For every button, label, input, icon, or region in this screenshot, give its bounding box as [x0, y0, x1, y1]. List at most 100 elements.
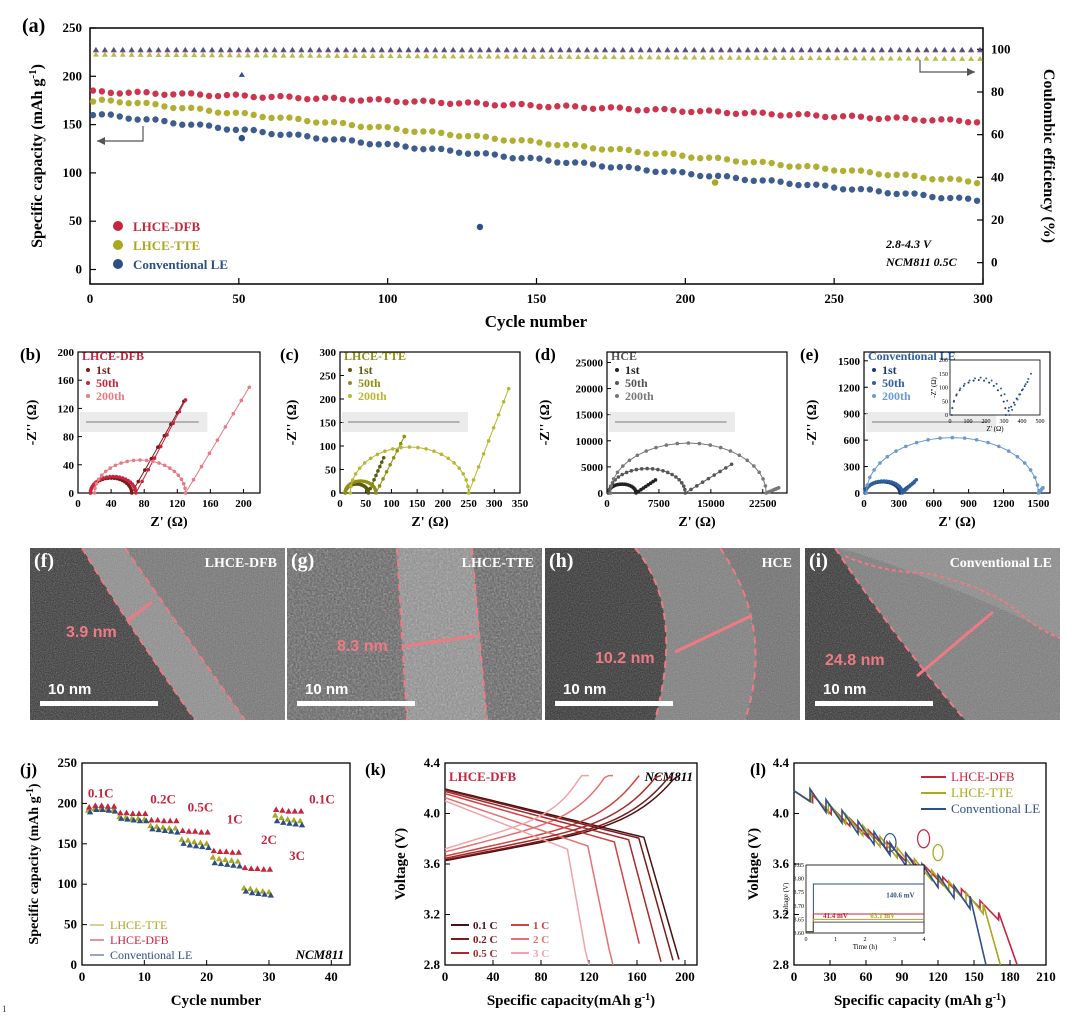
ce-point-2 [298, 46, 305, 52]
ce-point-1 [878, 55, 885, 61]
capacity-point-2 [536, 155, 543, 162]
legend-marker-le [113, 259, 123, 269]
ce-point-1 [968, 55, 975, 61]
nyquist-point-b-1 [146, 467, 151, 472]
ce-point-1 [110, 51, 117, 57]
nyquist-point-b-2 [223, 425, 228, 429]
x-tick-label-e: 600 [926, 498, 943, 510]
scale-bar-f [40, 701, 158, 706]
ce-point-1 [101, 51, 108, 57]
tem-image-g: (g) LHCE-TTE 8.3 nm 10 nm [287, 548, 542, 720]
legend-k-1: 1 C [533, 920, 549, 932]
nyquist-point-c-1 [398, 441, 403, 446]
nyquist-point-e-1 [879, 479, 883, 483]
ce-point-2 [646, 46, 653, 52]
capacity-point-1 [384, 123, 391, 131]
legend-marker-d-1 [615, 381, 619, 385]
y-tick-label-c: 0 [331, 488, 337, 500]
capacity-point-2 [286, 131, 293, 138]
ce-point-1 [289, 52, 296, 58]
rate-point-2 [224, 861, 231, 867]
rate-point-0 [209, 854, 217, 860]
y-tick-label-a: 50 [69, 213, 82, 228]
inset-point-e-1 [1003, 393, 1006, 396]
capacity-point-1 [786, 163, 793, 170]
nyquist-point-b-2 [93, 486, 97, 491]
ce-point-1 [298, 52, 305, 58]
capacity-point-2 [330, 136, 338, 143]
nyquist-point-e-2 [1033, 475, 1037, 480]
nyquist-point-e-1 [914, 477, 919, 482]
capacity-point-0 [875, 115, 883, 123]
y-tick-label-a: 0 [76, 262, 83, 277]
capacity-point-1 [759, 158, 766, 166]
rate-point-2 [211, 859, 218, 866]
nyquist-point-b-1 [152, 456, 157, 460]
legend-marker-c-0 [348, 368, 352, 372]
ce-point-1 [191, 52, 198, 58]
ce-point-1 [914, 55, 921, 61]
nyquist-point-c-2 [390, 447, 395, 451]
rate-point-1 [135, 810, 143, 817]
rate-point-0 [215, 855, 223, 862]
capacity-point-1 [768, 159, 775, 167]
ce-point-2 [878, 46, 885, 52]
capacity-point-2 [607, 164, 615, 171]
capacity-point-1 [313, 119, 320, 126]
ce-point-2 [860, 46, 867, 52]
capacity-point-1 [554, 141, 561, 149]
ce-point-1 [146, 51, 153, 57]
charge-curve-3 [444, 774, 613, 853]
capacity-point-2 [402, 143, 409, 150]
inset-point-e-1 [1024, 383, 1027, 386]
capacity-point-2 [545, 157, 552, 164]
capacity-point-2 [509, 154, 516, 162]
capacity-point-2 [830, 184, 838, 191]
x-tick-label-a: 300 [973, 291, 993, 306]
ce-point-1 [217, 52, 224, 58]
nyquist-point-d-2 [697, 441, 702, 446]
nyquist-point-b-2 [151, 459, 155, 464]
rate-point-2 [167, 828, 175, 834]
ce-point-2 [307, 46, 314, 52]
ce-point-2 [771, 46, 778, 52]
ce-point-1 [664, 54, 671, 60]
inset-point-e-1 [1013, 403, 1016, 406]
capacity-point-2 [634, 165, 641, 172]
capacity-point-1 [598, 146, 606, 153]
capacity-point-2 [563, 159, 570, 167]
rate-point-2 [180, 840, 187, 846]
ce-point-1 [182, 52, 189, 58]
capacity-point-2 [580, 159, 588, 166]
inset-x-tick-label-l: 1 [834, 937, 837, 943]
inset-x-tick-label-e: 500 [1036, 419, 1045, 425]
capacity-point-1 [964, 178, 972, 185]
discharge-curve-3 [444, 797, 614, 966]
rate-point-2 [142, 817, 150, 824]
nyquist-point-e-2 [878, 461, 882, 465]
ylabel-a: Specific capacity (mAh g-1) [27, 64, 46, 248]
capacity-point-2 [411, 145, 418, 152]
ce-point-2 [548, 46, 555, 52]
x-tick-label-j: 10 [138, 969, 151, 984]
nyquist-point-d-1 [718, 469, 722, 474]
nyquist-point-d-1 [616, 475, 621, 479]
nyquist-point-e-2 [1035, 483, 1040, 487]
ce-point-2 [494, 46, 501, 52]
ce-point-1 [92, 51, 99, 57]
ce-point-1 [378, 53, 385, 59]
y-tick-label-j: 0 [71, 957, 78, 972]
capacity-point-1 [723, 156, 731, 163]
capacity-point-1 [884, 171, 891, 179]
capacity-point-2 [170, 120, 177, 127]
ce-point-2 [155, 46, 162, 52]
ce-point-1 [896, 55, 903, 61]
ce-point-2 [476, 46, 483, 52]
chart-j-rate: (j) 0 10 20 30 40 0 50 100 150 200 250 Cycle number S… [20, 755, 351, 1009]
capacity-point-1 [214, 109, 222, 116]
nyquist-point-e-2 [865, 483, 870, 487]
y2label-a: Coulombic efficiency (%) [1040, 69, 1057, 243]
capacity-point-0 [375, 95, 382, 103]
y-tick-label-l: 3.6 [773, 856, 790, 871]
ce-point-2 [459, 46, 466, 52]
